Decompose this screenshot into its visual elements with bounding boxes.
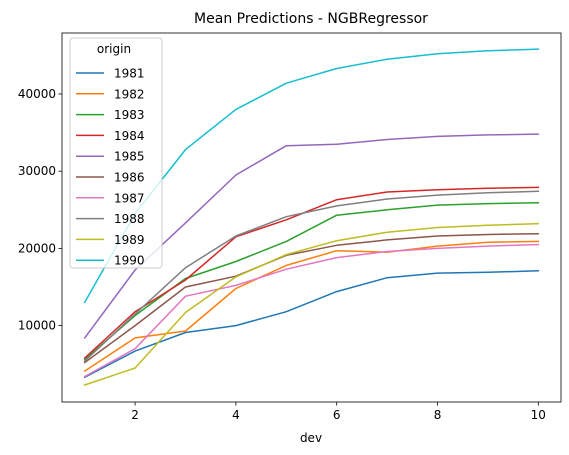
- legend-label-1989: 1989: [114, 233, 145, 247]
- legend-label-1986: 1986: [114, 171, 145, 185]
- series-line-1987: [83, 243, 540, 378]
- legend-label-1982: 1982: [114, 87, 145, 101]
- x-tick-label: 2: [131, 408, 139, 422]
- legend-label-1987: 1987: [114, 191, 145, 205]
- x-tick-label: 10: [531, 408, 546, 422]
- y-tick-label: 30000: [18, 164, 56, 178]
- series-line-1988: [83, 190, 540, 363]
- y-tick-label: 40000: [18, 87, 56, 101]
- series-line-1982: [83, 240, 540, 373]
- series-line-1986: [83, 232, 540, 364]
- legend-label-1988: 1988: [114, 212, 145, 226]
- plot-frame: [61, 32, 562, 403]
- legend-label-1981: 1981: [114, 67, 145, 81]
- series-line-1989: [83, 222, 540, 386]
- legend-label-1990: 1990: [114, 254, 145, 268]
- plot-area: [83, 48, 540, 386]
- legend-label-1985: 1985: [114, 150, 145, 164]
- legend-label-1984: 1984: [114, 129, 145, 143]
- series-line-1984: [83, 186, 540, 360]
- x-tick-label: 8: [434, 408, 442, 422]
- legend-box: [69, 37, 163, 269]
- y-tick-label: 20000: [18, 241, 56, 255]
- x-tick-label: 4: [232, 408, 240, 422]
- x-axis-label: dev: [300, 431, 322, 445]
- chart-title: Mean Predictions - NGBRegressor: [194, 11, 428, 27]
- legend-title: origin: [97, 42, 131, 56]
- legend: origin 1981 1982 1983 1984 1985 1986 1987 1988 19…: [69, 37, 163, 269]
- legend-label-1983: 1983: [114, 108, 145, 122]
- series-line-1983: [83, 202, 540, 361]
- series-line-1981: [83, 270, 540, 379]
- x-tick-label: 6: [333, 408, 341, 422]
- y-tick-label: 10000: [18, 319, 56, 333]
- axes: 2 4 6 8 10 10000 20000 30000 40000: [18, 87, 546, 422]
